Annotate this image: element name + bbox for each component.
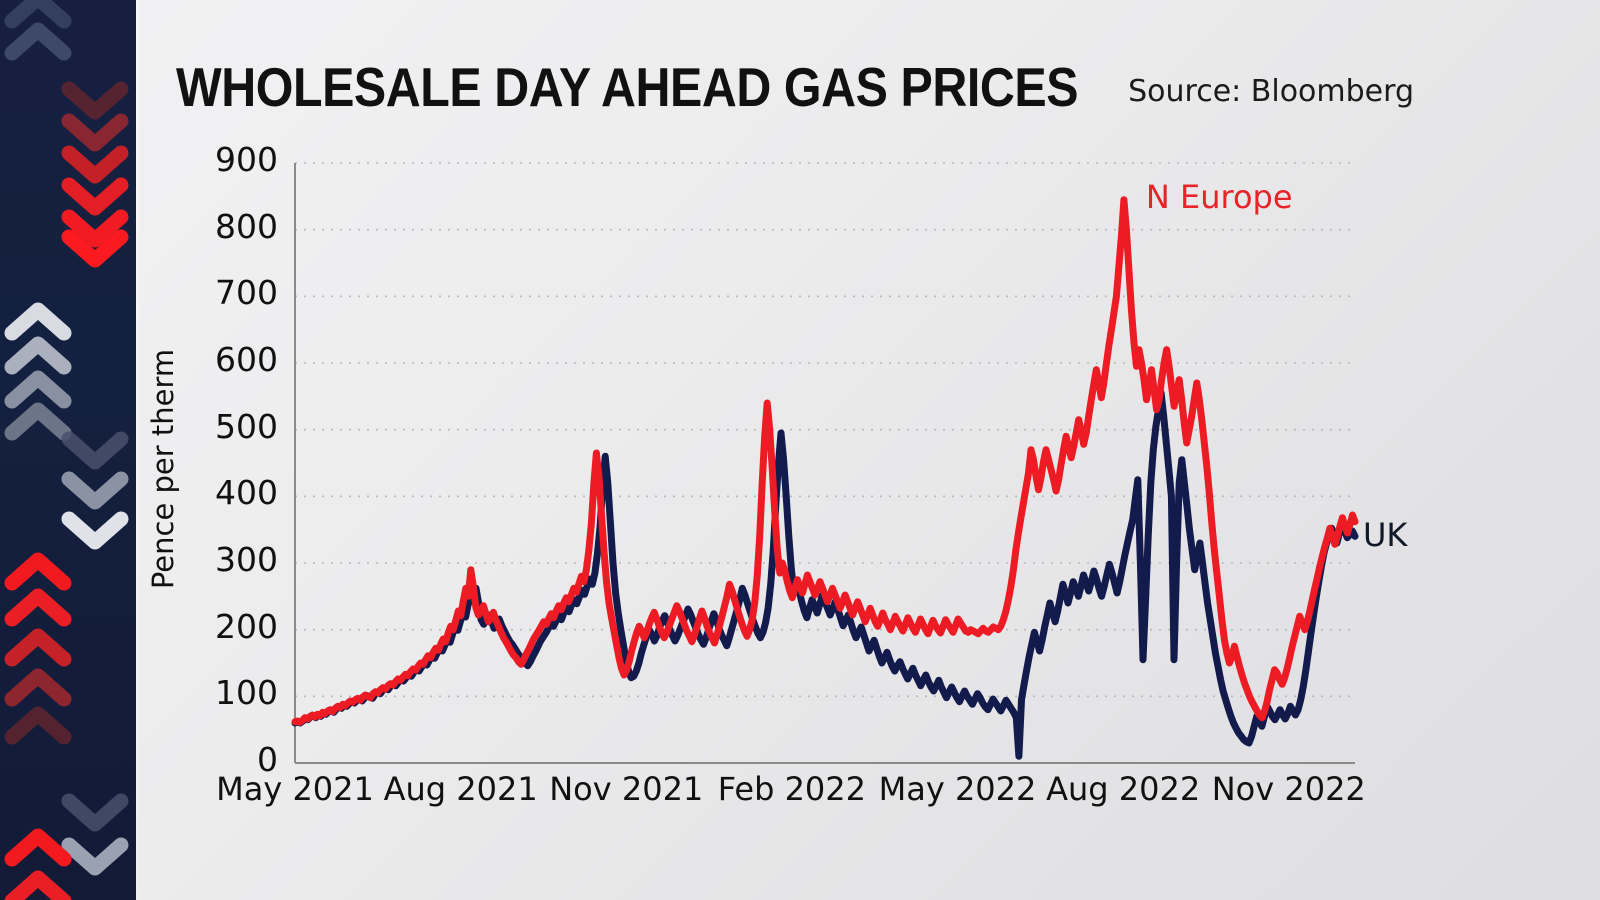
- x-tick-label: Aug 2021: [383, 770, 538, 808]
- x-tick-label: Nov 2021: [549, 770, 704, 808]
- x-tick-label: Feb 2022: [717, 770, 867, 808]
- data-series-group: [291, 196, 1359, 760]
- y-tick-label: 700: [215, 273, 278, 313]
- series-line-uk: [291, 389, 1359, 760]
- y-tick-label: 900: [215, 140, 278, 179]
- y-tick-label: 600: [215, 340, 278, 379]
- x-tick-label: May 2021: [216, 770, 374, 808]
- y-tick-label: 800: [215, 206, 278, 246]
- series-label-uk: UK: [1363, 516, 1408, 555]
- y-tick-label: 0: [257, 740, 278, 779]
- y-tick-label: 200: [215, 606, 278, 646]
- axis-lines: [294, 163, 1355, 764]
- x-tick-label: Aug 2022: [1046, 770, 1201, 808]
- page-title: WHOLESALE DAY AHEAD GAS PRICES: [176, 56, 1079, 118]
- y-axis-title: Pence per therm: [146, 348, 180, 590]
- x-tick-label: May 2022: [878, 770, 1037, 808]
- rail-edge-divider: [136, 0, 139, 900]
- x-tick-label: Nov 2022: [1211, 770, 1366, 808]
- y-tick-label: 500: [215, 406, 278, 446]
- y-tick-label: 300: [215, 540, 278, 579]
- series-label-n-europe: N Europe: [1145, 177, 1293, 216]
- source-attribution: Source: Bloomberg: [1128, 74, 1414, 109]
- decorative-chevron-rail: [0, 0, 136, 900]
- series-line-n-europe: [291, 196, 1359, 726]
- y-tick-label: 400: [215, 473, 278, 513]
- y-tick-label: 100: [215, 673, 278, 713]
